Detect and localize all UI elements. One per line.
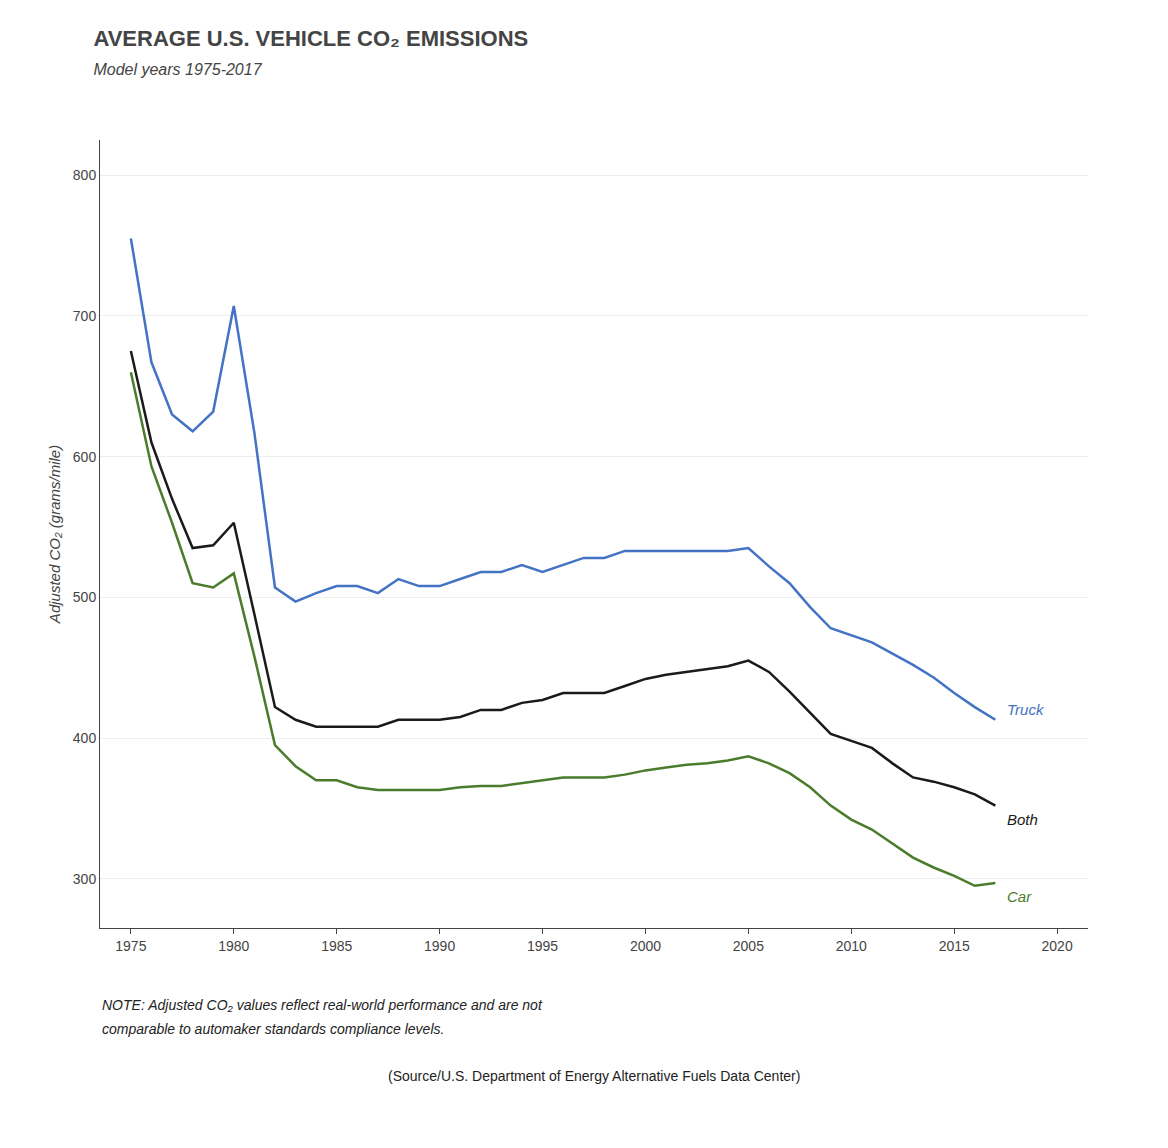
svg-text:500: 500: [73, 589, 97, 605]
svg-text:400: 400: [73, 730, 97, 746]
svg-text:Adjusted CO₂ (grams/mile): Adjusted CO₂ (grams/mile): [46, 445, 63, 624]
svg-text:800: 800: [73, 167, 97, 183]
svg-text:2015: 2015: [939, 938, 970, 954]
svg-text:1995: 1995: [527, 938, 558, 954]
svg-text:700: 700: [73, 308, 97, 324]
svg-text:1975: 1975: [115, 938, 146, 954]
svg-text:300: 300: [73, 871, 97, 887]
svg-text:(Source/U.S. Department of Ene: (Source/U.S. Department of Energy Altern…: [388, 1068, 800, 1084]
svg-text:AVERAGE U.S. VEHICLE CO₂ EMISS: AVERAGE U.S. VEHICLE CO₂ EMISSIONSModel …: [93, 26, 528, 78]
svg-text:1990: 1990: [424, 938, 455, 954]
svg-text:Car: Car: [1007, 888, 1032, 905]
svg-text:600: 600: [73, 449, 97, 465]
svg-text:1985: 1985: [321, 938, 352, 954]
svg-text:2010: 2010: [836, 938, 867, 954]
svg-text:Both: Both: [1007, 811, 1038, 828]
svg-text:1980: 1980: [218, 938, 249, 954]
svg-text:comparable to automaker standa: comparable to automaker standards compli…: [102, 1021, 444, 1037]
svg-text:2020: 2020: [1042, 938, 1073, 954]
svg-text:NOTE: Adjusted CO₂ values refl: NOTE: Adjusted CO₂ values reflect real-w…: [102, 997, 543, 1013]
svg-text:Truck: Truck: [1007, 701, 1045, 718]
svg-text:2005: 2005: [733, 938, 764, 954]
svg-text:2000: 2000: [630, 938, 661, 954]
